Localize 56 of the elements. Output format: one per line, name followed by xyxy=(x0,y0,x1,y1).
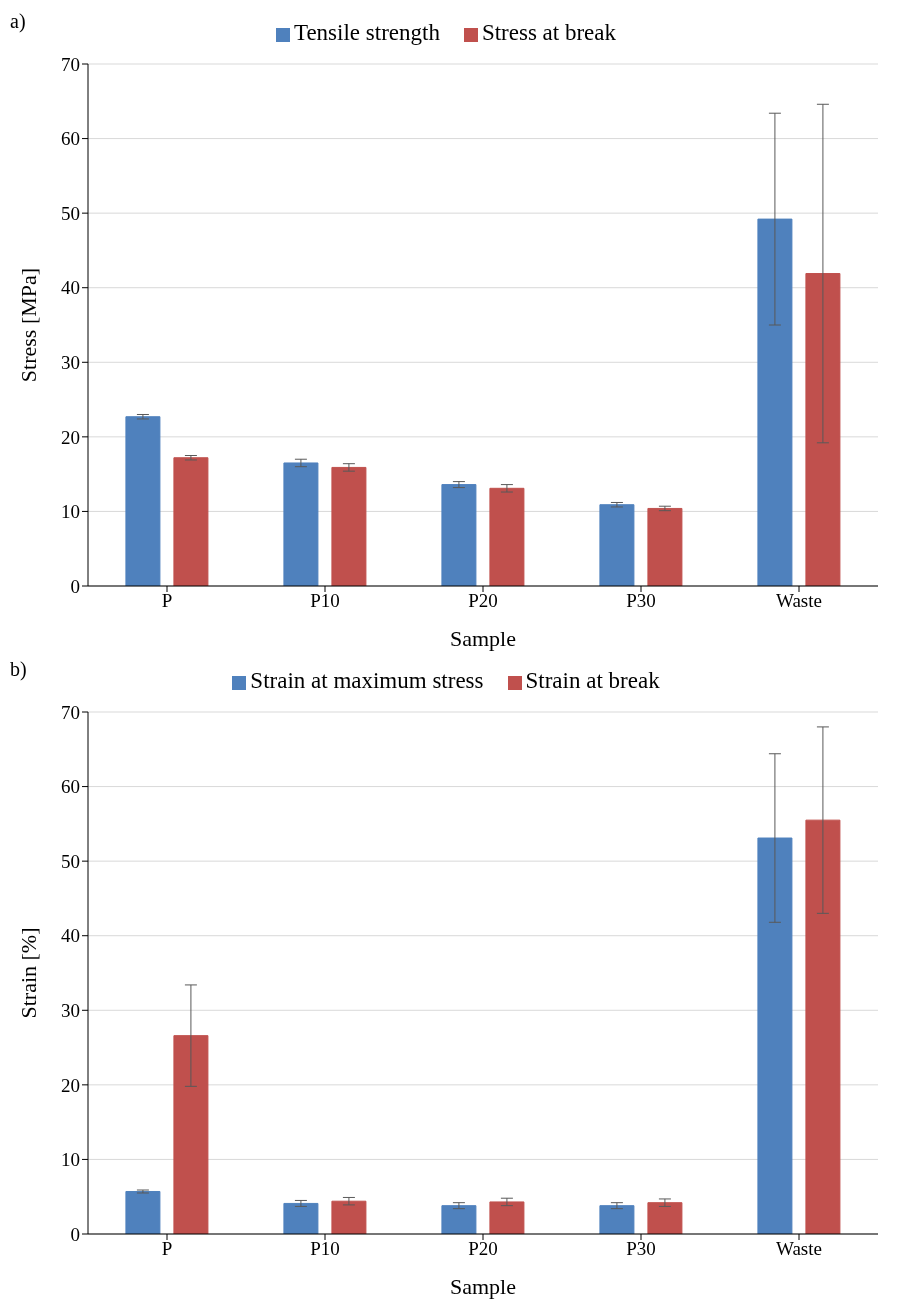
y-axis-title: Strain [%] xyxy=(15,927,41,1019)
bar xyxy=(173,457,209,586)
bar xyxy=(125,1190,161,1234)
y-tick-label: 30 xyxy=(61,352,80,374)
y-axis-title: Stress [MPa] xyxy=(15,267,41,383)
bar xyxy=(331,1200,367,1234)
y-tick-label: 60 xyxy=(61,128,80,150)
y-tick-label: 20 xyxy=(61,1074,80,1096)
bar xyxy=(283,462,319,586)
bar xyxy=(599,504,635,586)
y-tick-label: 0 xyxy=(70,1223,80,1245)
bar xyxy=(489,487,525,586)
y-tick-label: 70 xyxy=(61,53,80,75)
x-axis-title: Sample xyxy=(450,625,516,651)
bar xyxy=(805,273,841,586)
bar xyxy=(647,507,683,586)
chart-title: a) xyxy=(10,10,26,33)
bar xyxy=(757,218,793,586)
x-tick-label: P xyxy=(161,590,173,612)
legend-label: Strain at maximum stress xyxy=(250,668,484,693)
y-tick-label: 60 xyxy=(61,776,80,798)
y-tick-label: 40 xyxy=(61,925,80,947)
y-tick-label: 0 xyxy=(70,575,80,597)
bar xyxy=(805,819,841,1234)
bar xyxy=(283,1202,319,1234)
legend-label: Tensile strength xyxy=(293,20,440,45)
legend-label: Strain at break xyxy=(525,668,660,693)
bar xyxy=(489,1201,525,1234)
y-tick-label: 10 xyxy=(61,1149,80,1171)
y-tick-label: 20 xyxy=(61,426,80,448)
legend-label: Stress at break xyxy=(481,20,617,45)
x-tick-label: P30 xyxy=(626,1238,656,1260)
x-tick-label: P10 xyxy=(310,1238,340,1260)
bar xyxy=(599,1205,635,1234)
bar xyxy=(173,1035,209,1234)
y-tick-label: 50 xyxy=(61,202,80,224)
x-tick-label: P20 xyxy=(468,590,498,612)
chart-title: b) xyxy=(10,658,27,681)
bar xyxy=(441,484,477,586)
bar xyxy=(647,1202,683,1234)
bar xyxy=(441,1205,477,1234)
x-tick-label: P xyxy=(161,1238,173,1260)
x-tick-label: P30 xyxy=(626,590,656,612)
bar xyxy=(125,416,161,586)
x-tick-label: P10 xyxy=(310,590,340,612)
y-tick-label: 70 xyxy=(61,701,80,723)
x-tick-label: Waste xyxy=(776,1238,822,1260)
bar xyxy=(331,466,367,586)
y-tick-label: 50 xyxy=(61,850,80,872)
y-tick-label: 10 xyxy=(61,501,80,523)
bar xyxy=(757,837,793,1234)
y-tick-label: 40 xyxy=(61,277,80,299)
y-tick-label: 30 xyxy=(61,1000,80,1022)
x-axis-title: Sample xyxy=(450,1273,516,1299)
x-tick-label: P20 xyxy=(468,1238,498,1260)
x-tick-label: Waste xyxy=(776,590,822,612)
